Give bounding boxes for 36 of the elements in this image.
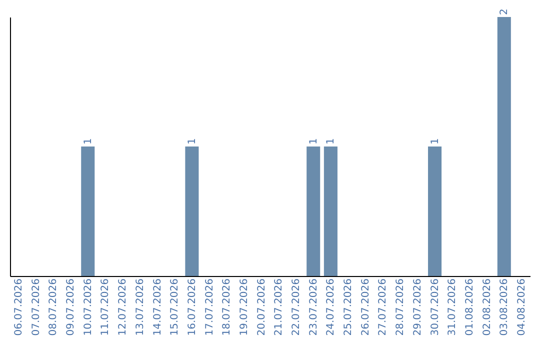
x-tick-label: 18.07.2026	[222, 278, 233, 336]
x-tick-label: 03.08.2026	[499, 278, 510, 336]
data-label: 1	[82, 138, 94, 144]
x-tick-label: 29.07.2026	[412, 278, 424, 336]
x-tick-label: 21.07.2026	[274, 278, 285, 336]
data-label: 1	[430, 138, 441, 144]
x-tick-label: 30.07.2026	[430, 278, 441, 336]
x-tick-label: 09.07.2026	[66, 278, 77, 336]
x-tick-label: 06.07.2026	[14, 278, 24, 336]
x-tick-label: 20.07.2026	[256, 278, 268, 336]
data-label: 2	[499, 8, 510, 15]
x-tick-label: 22.07.2026	[291, 278, 302, 336]
x-tick-label: 01.08.2026	[464, 278, 476, 336]
x-tick-label: 15.07.2026	[170, 278, 181, 336]
data-label: 1	[326, 138, 337, 144]
x-tick-label: 13.07.2026	[134, 278, 146, 336]
x-tick-label: 31.07.2026	[447, 278, 458, 336]
x-tick-label: 16.07.2026	[186, 278, 198, 336]
x-tick-label: 17.07.2026	[204, 278, 216, 336]
x-tick-label: 28.07.2026	[395, 278, 406, 336]
x-tick-label: 12.07.2026	[118, 278, 129, 336]
x-tick-label: 24.07.2026	[326, 278, 337, 336]
x-tick-label: 07.07.2026	[30, 278, 42, 336]
x-tick-label: 10.07.2026	[82, 278, 94, 336]
x-tick-label: 27.07.2026	[378, 278, 389, 336]
x-tick-label: 11.07.2026	[100, 278, 112, 336]
x-tick-label: 25.07.2026	[343, 278, 354, 336]
x-tick-label: 08.07.2026	[48, 278, 60, 336]
x-tick-label: 19.07.2026	[238, 278, 250, 336]
x-tick-label: 23.07.2026	[308, 278, 320, 336]
x-tick-label: 04.08.2026	[516, 278, 528, 336]
data-label: 1	[308, 138, 320, 144]
x-tick-label: 26.07.2026	[360, 278, 372, 336]
data-label: 1	[186, 138, 198, 144]
x-tick-label: 02.08.2026	[482, 278, 493, 336]
x-tick-label: 14.07.2026	[152, 278, 164, 336]
